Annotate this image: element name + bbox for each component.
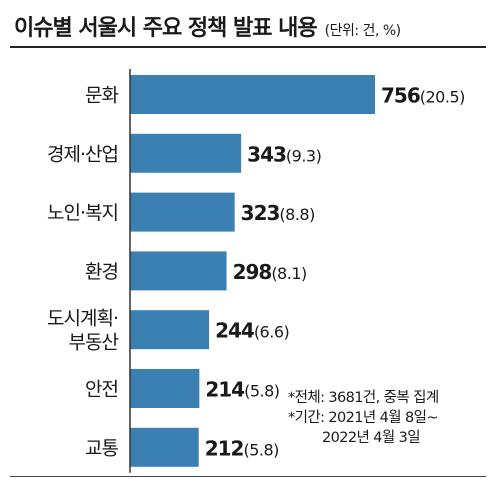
value-label-2: 323(8.8): [241, 201, 315, 225]
footnote-period-cont: 2022년 4월 3일: [322, 430, 421, 446]
title-row: 이슈별 서울시 주요 정책 발표 내용 (단위: 건, %): [14, 10, 484, 42]
value-percent-3: (8.1): [271, 264, 306, 283]
bar-6: [130, 427, 199, 467]
value-count-3: 298: [233, 260, 272, 284]
unit-label: (단위: 건, %): [324, 23, 401, 39]
bar-4: [130, 310, 210, 350]
value-label-5: 214(5.8): [205, 378, 279, 402]
category-label-3: 환경: [85, 261, 118, 283]
value-percent-4: (6.6): [254, 323, 289, 342]
bottom-divider: [10, 476, 486, 477]
title-divider: [10, 46, 486, 48]
bar-1: [130, 133, 242, 173]
value-percent-2: (8.8): [279, 205, 314, 224]
category-label-6: 교통: [85, 437, 118, 459]
category-label-4-1: 부동산: [69, 332, 119, 354]
category-label-2: 노인·복지: [47, 202, 118, 224]
chart-title: 이슈별 서울시 주요 정책 발표 내용: [14, 16, 318, 41]
bar-5: [130, 369, 200, 408]
value-count-6: 212: [205, 436, 244, 460]
category-label-0: 문화: [85, 85, 118, 107]
footnote-total: *전체: 3681건, 중복 집계: [288, 390, 439, 406]
footnotes: *전체: 3681건, 중복 집계 *기간: 2021년 4월 8일~ 2022…: [288, 388, 488, 448]
value-count-1: 343: [247, 142, 286, 166]
footnote-period: *기간: 2021년 4월 8일~: [288, 410, 439, 426]
bar-3: [130, 251, 227, 291]
value-count-2: 323: [241, 201, 280, 225]
bar-0: [130, 75, 375, 114]
value-percent-0: (20.5): [420, 88, 465, 107]
category-label-4-0: 도시계획·: [47, 308, 118, 330]
value-label-6: 212(5.8): [205, 436, 279, 460]
category-label-5: 안전: [85, 379, 118, 401]
value-count-5: 214: [205, 378, 244, 402]
value-count-0: 756: [381, 84, 420, 108]
bar-2: [130, 192, 235, 232]
value-label-0: 756(20.5): [381, 84, 465, 108]
value-label-4: 244(6.6): [215, 319, 289, 343]
value-percent-6: (5.8): [243, 440, 278, 459]
value-label-1: 343(9.3): [247, 142, 321, 166]
value-percent-1: (9.3): [286, 146, 321, 165]
value-percent-5: (5.8): [244, 382, 279, 401]
value-count-4: 244: [215, 319, 254, 343]
value-label-3: 298(8.1): [233, 260, 307, 284]
category-label-1: 경제·산업: [47, 143, 118, 165]
